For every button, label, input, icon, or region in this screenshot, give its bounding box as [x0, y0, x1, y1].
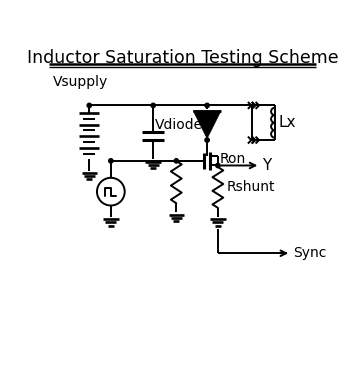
Text: Sync: Sync	[293, 246, 327, 260]
Text: Y: Y	[262, 158, 272, 173]
Text: Vsupply: Vsupply	[53, 75, 108, 89]
Circle shape	[205, 103, 209, 108]
Text: Lx: Lx	[279, 115, 296, 130]
Polygon shape	[193, 111, 221, 138]
Text: Ron: Ron	[219, 152, 246, 166]
Circle shape	[205, 138, 209, 142]
Circle shape	[87, 103, 91, 108]
Text: Rshunt: Rshunt	[227, 180, 276, 194]
Text: Inductor Saturation Testing Scheme: Inductor Saturation Testing Scheme	[27, 49, 338, 67]
Text: Vdiode: Vdiode	[155, 118, 203, 132]
Circle shape	[151, 103, 155, 108]
Circle shape	[216, 163, 220, 167]
Circle shape	[174, 159, 178, 163]
Circle shape	[109, 159, 113, 163]
